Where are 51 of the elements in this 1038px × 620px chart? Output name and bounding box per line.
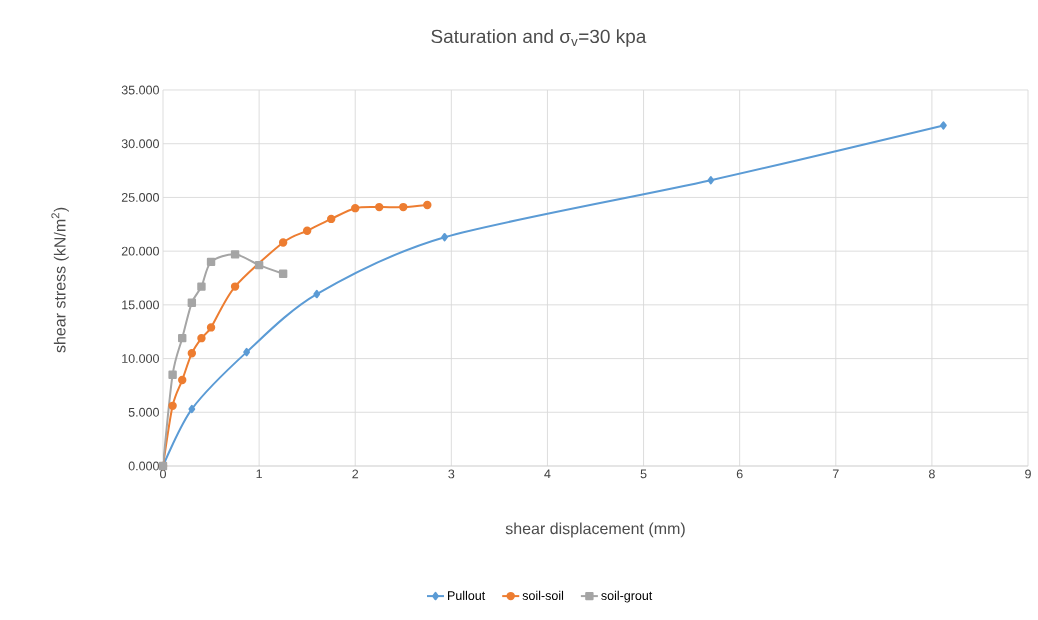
legend-label: Pullout [448, 590, 486, 600]
point [327, 214, 336, 224]
y-axis-title: shear stress (kN/m$^{2}$) [51, 207, 69, 353]
x-tick-label: 8 [928, 469, 935, 479]
point [168, 401, 177, 411]
x-tick-label: 2 [352, 469, 359, 479]
point [940, 121, 947, 130]
chart-title: Saturation and σ$_{v}$=30 kpa [431, 29, 647, 47]
point [206, 323, 216, 332]
y-tick-label: 5.000 [128, 407, 159, 417]
x-tick-label: 1 [256, 469, 262, 479]
point [243, 347, 251, 357]
point [197, 282, 206, 291]
y-tick-label: 10.000 [122, 354, 159, 363]
point [278, 238, 288, 247]
y-tick-label: 0.000 [128, 461, 159, 471]
y-tick-label: 15.000 [122, 300, 159, 310]
point [197, 333, 206, 343]
point [187, 298, 197, 307]
x-tick-label: 0 [160, 469, 166, 479]
point [230, 250, 240, 259]
point [441, 232, 449, 242]
x-tick-label: 3 [448, 469, 455, 479]
y-tick-label: 25.000 [121, 192, 159, 202]
point [302, 226, 312, 235]
point [313, 289, 321, 299]
legend-label: soil-soil [522, 590, 564, 600]
point [278, 269, 288, 278]
point [206, 257, 216, 267]
y-tick-label: 35.000 [121, 85, 159, 95]
point [399, 202, 408, 212]
x-axis-title: shear displacement (mm) [505, 522, 685, 538]
point [230, 282, 240, 291]
point [178, 375, 187, 385]
x-tick-label: 4 [544, 469, 551, 479]
point [187, 349, 197, 358]
y-tick-label: 30.000 [121, 139, 159, 149]
point [375, 202, 384, 212]
x-tick-label: 6 [736, 469, 743, 479]
point [178, 333, 187, 343]
point [254, 260, 264, 270]
x-tick-label: 7 [832, 469, 839, 479]
y-tick-label: 20.000 [121, 246, 159, 256]
legend-label: soil-grout [601, 590, 653, 603]
x-tick-label: 5 [640, 469, 647, 479]
point [351, 203, 360, 213]
point [707, 176, 715, 185]
point [188, 404, 196, 414]
x-tick-label: 9 [1025, 469, 1031, 479]
point [168, 370, 177, 379]
point [423, 200, 432, 210]
